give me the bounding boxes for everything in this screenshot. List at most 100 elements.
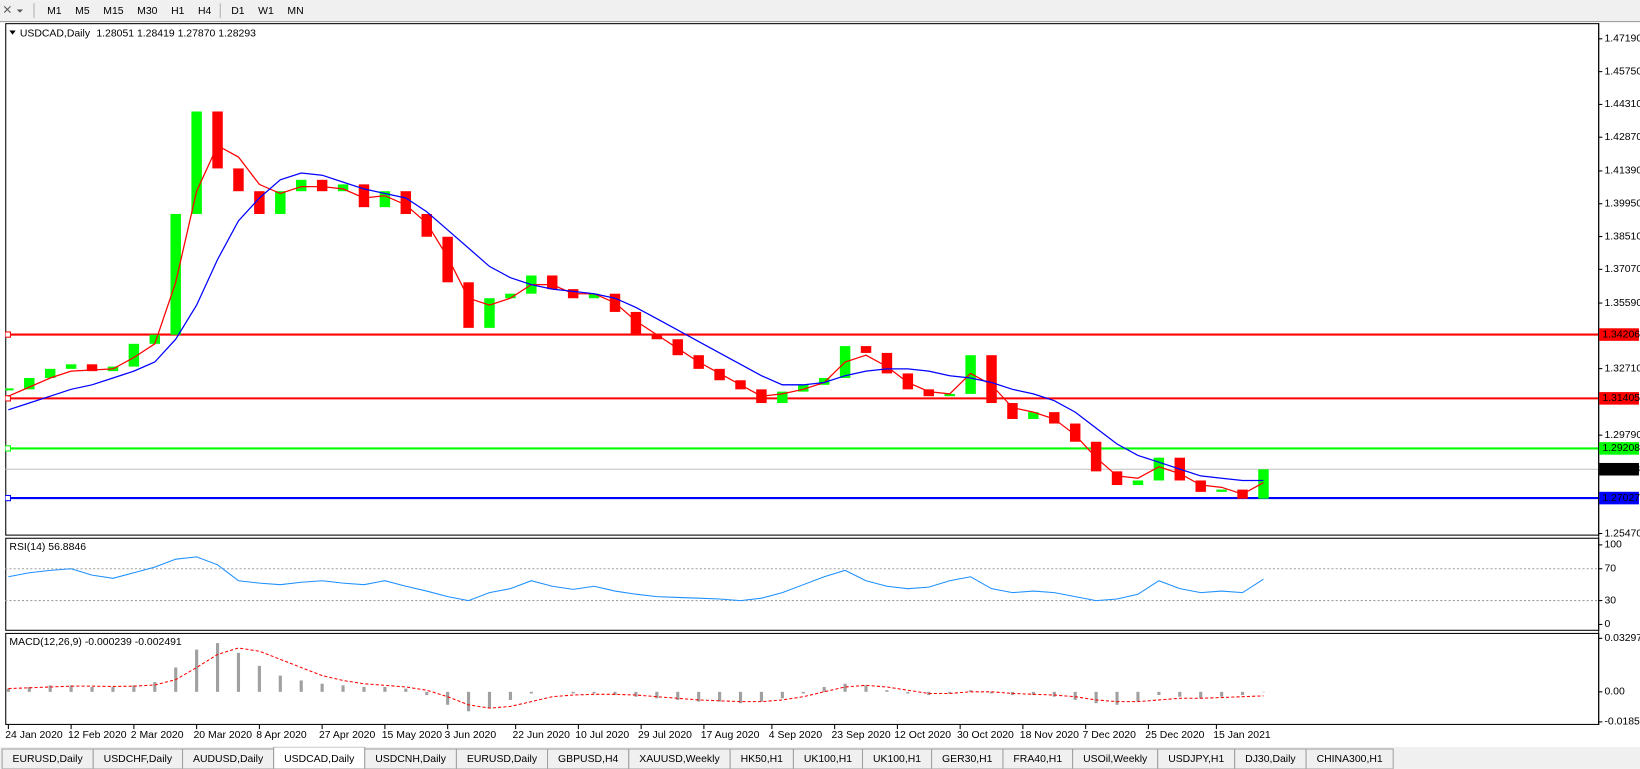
tab-label[interactable]: GER30,H1	[942, 754, 993, 765]
timeframe-button[interactable]: W1	[258, 6, 274, 17]
dropdown-arrow[interactable]	[16, 9, 24, 13]
chart-symbol: USDCAD,Daily	[20, 28, 91, 39]
x-tick-label: 24 Jan 2020	[5, 730, 63, 741]
timeframe-button[interactable]: M30	[137, 6, 157, 17]
tab-label[interactable]: USDJPY,H1	[1168, 754, 1224, 765]
x-tick-label: 15 Jan 2021	[1213, 730, 1271, 741]
candle	[1195, 480, 1206, 492]
timeframe-button[interactable]: H1	[171, 6, 185, 17]
x-tick-label: 20 Mar 2020	[193, 730, 252, 741]
level-price-box	[1599, 392, 1639, 405]
candle	[212, 111, 223, 169]
x-tick-label: 18 Nov 2020	[1020, 730, 1079, 741]
timeframe-button[interactable]: M5	[75, 6, 90, 17]
x-tick-label: 27 Apr 2020	[319, 730, 375, 741]
level-price-label: 1.29208	[1602, 443, 1640, 454]
x-tick-label: 12 Feb 2020	[68, 730, 127, 741]
candle	[1028, 412, 1039, 419]
timeframe-button[interactable]: H4	[198, 6, 212, 17]
x-tick-label: 4 Sep 2020	[769, 730, 823, 741]
tab-label[interactable]: AUDUSD,Daily	[193, 754, 264, 765]
level-price-box	[1599, 442, 1639, 455]
macd-plot	[6, 643, 1266, 712]
tab-label[interactable]: USDCAD,Daily	[284, 754, 355, 765]
candle	[547, 275, 558, 290]
candle	[24, 377, 35, 390]
tab-label[interactable]: USDCHF,Daily	[104, 754, 173, 765]
level-price-label: 1.34206	[1602, 329, 1640, 340]
chart-panel	[5, 23, 1600, 536]
y-tick-label: 1.41390	[1604, 166, 1640, 177]
level-price-box	[1599, 462, 1639, 476]
y-tick-label: 1.35590	[1604, 298, 1640, 309]
tab-label[interactable]: FRA40,H1	[1013, 754, 1062, 765]
candle	[818, 377, 830, 385]
candle	[588, 293, 600, 299]
tab-label[interactable]: EURUSD,Daily	[467, 754, 538, 765]
candle	[86, 364, 98, 372]
toolbar	[0, 0, 1640, 23]
candle	[1069, 423, 1081, 442]
x-tick-label: 2 Mar 2020	[131, 730, 184, 741]
tab-label[interactable]: GBPUSD,H4	[558, 754, 619, 765]
tab-label[interactable]: UK100,H1	[804, 754, 852, 765]
x-tick-label: 10 Jul 2020	[575, 730, 629, 741]
candle	[1258, 469, 1269, 499]
level-price-box	[1599, 328, 1639, 341]
y-tick-label: 1.44310	[1604, 99, 1640, 110]
level-anchor	[5, 494, 11, 502]
level-anchor	[5, 331, 11, 338]
tab-label[interactable]: DJ30,Daily	[1245, 754, 1296, 765]
tab-strip: EURUSD,Daily USDCHF,Daily AUDUSD,Daily USDC…	[1, 746, 1394, 769]
moving-average	[8, 144, 1264, 495]
x-tick-label: 8 Apr 2020	[256, 730, 307, 741]
crosshair-icon[interactable]	[3, 6, 11, 14]
tab-label[interactable]: USDCNH,Daily	[375, 754, 447, 765]
timeframe-button[interactable]: MN	[287, 6, 303, 17]
candle	[170, 213, 181, 335]
chart-panel	[5, 632, 1600, 725]
timeframe-button[interactable]: D1	[231, 6, 245, 17]
y-tick-label: 0.032972	[1604, 633, 1640, 644]
candle	[128, 343, 140, 367]
candle	[1049, 412, 1060, 424]
candle	[777, 391, 788, 404]
candle	[442, 236, 453, 283]
price-plot	[5, 111, 1599, 502]
tab-label[interactable]: XAUUSD,Weekly	[639, 754, 720, 765]
candle	[944, 393, 955, 397]
y-tick-label: 1.47190	[1604, 34, 1640, 45]
candle	[672, 339, 683, 356]
y-tick-label: 1.45750	[1604, 66, 1640, 77]
tab[interactable]	[1305, 748, 1394, 769]
candle	[463, 282, 474, 328]
tab-label[interactable]: CHINA300,H1	[1317, 754, 1383, 765]
candle	[421, 213, 432, 237]
candle	[714, 368, 725, 381]
rsi-plot	[5, 556, 1599, 602]
candle	[316, 179, 328, 192]
x-tick-label: 23 Sep 2020	[832, 730, 891, 741]
candle	[44, 368, 56, 378]
timeframe-button[interactable]: M1	[47, 6, 62, 17]
indicator-title: MACD(12,26,9) -0.000239 -0.002491	[9, 637, 182, 648]
y-tick-label: 1.25470	[1604, 528, 1640, 539]
moving-average	[8, 172, 1264, 482]
chart-ohlc: 1.28051 1.28419 1.27870 1.28293	[96, 28, 256, 39]
x-tick-label: 30 Oct 2020	[957, 730, 1014, 741]
y-tick-label: 1.39950	[1604, 198, 1640, 209]
level-price-label: 1.28293	[1602, 464, 1640, 475]
tab-label[interactable]: USOil,Weekly	[1083, 754, 1148, 765]
level-price-box	[1599, 491, 1639, 505]
x-tick-label: 25 Dec 2020	[1145, 730, 1204, 741]
tab-label[interactable]: EURUSD,Daily	[13, 754, 84, 765]
y-tick-label: 100	[1604, 540, 1622, 551]
timeframe-button[interactable]: M15	[103, 6, 123, 17]
tab-label[interactable]: UK100,H1	[873, 754, 921, 765]
x-tick-label: 15 May 2020	[382, 730, 443, 741]
candle	[254, 191, 265, 214]
tab-label[interactable]: HK50,H1	[741, 754, 784, 765]
y-tick-label: 0.00	[1604, 687, 1625, 698]
